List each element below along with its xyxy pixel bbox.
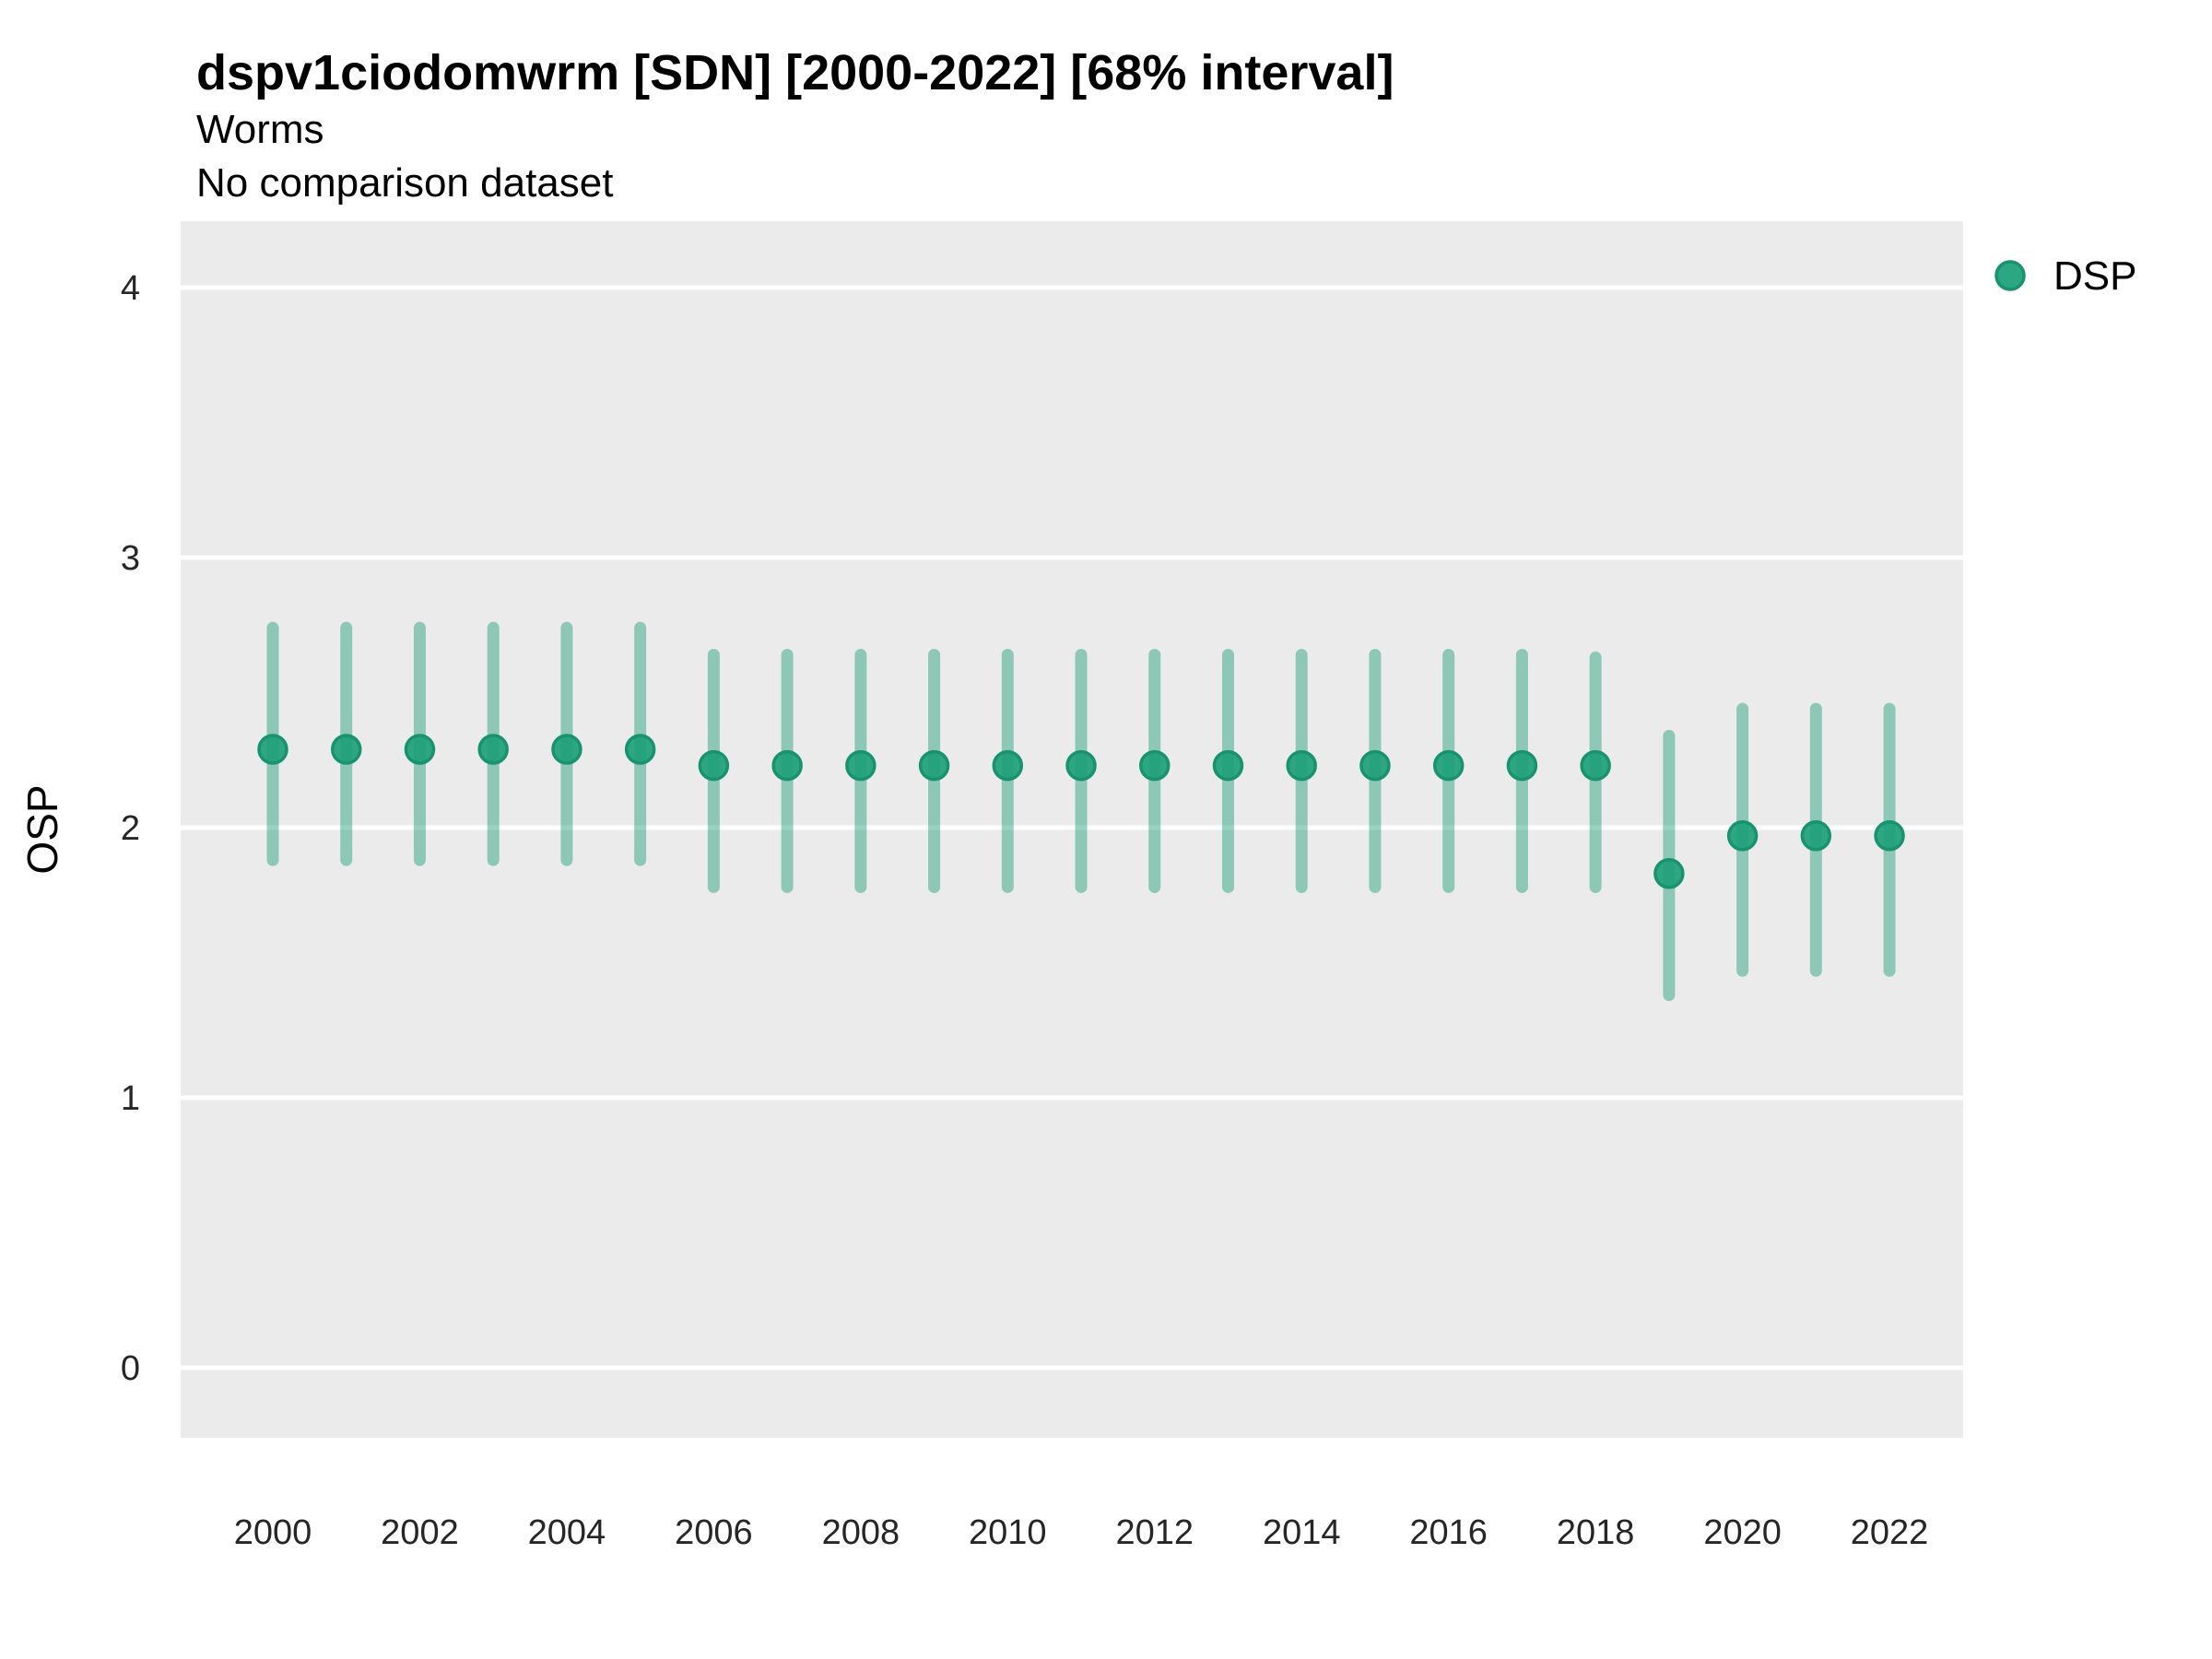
y-tick-1: 1 bbox=[121, 1079, 140, 1118]
points-layer bbox=[257, 734, 1905, 889]
x-tick-2016: 2016 bbox=[1409, 1513, 1488, 1552]
y-axis-tick-labels: 0 1 2 3 4 bbox=[121, 269, 140, 1388]
legend: DSP bbox=[1994, 253, 2136, 299]
data-point-2020 bbox=[1726, 820, 1759, 852]
data-point-2022 bbox=[1874, 820, 1905, 852]
x-tick-2002: 2002 bbox=[381, 1513, 459, 1552]
data-point-2010 bbox=[992, 749, 1024, 782]
y-tick-4: 4 bbox=[121, 269, 140, 308]
data-point-2006 bbox=[698, 749, 730, 782]
y-tick-2: 2 bbox=[121, 809, 140, 848]
data-point-2007 bbox=[771, 749, 803, 782]
data-point-2005 bbox=[624, 734, 656, 765]
y-tick-0: 0 bbox=[121, 1349, 140, 1388]
data-point-2000 bbox=[257, 734, 288, 765]
data-point-2013 bbox=[1212, 749, 1244, 782]
data-point-2001 bbox=[330, 734, 362, 765]
data-point-2021 bbox=[1800, 820, 1832, 852]
data-point-2002 bbox=[404, 734, 436, 765]
chart-title: dspv1ciodomwrm [SDN] [2000-2022] [68% in… bbox=[196, 45, 1394, 100]
x-tick-2018: 2018 bbox=[1557, 1513, 1635, 1552]
data-point-2019 bbox=[1653, 858, 1685, 889]
y-tick-3: 3 bbox=[121, 539, 140, 578]
x-tick-2022: 2022 bbox=[1851, 1513, 1929, 1552]
x-tick-2020: 2020 bbox=[1703, 1513, 1782, 1552]
x-tick-2000: 2000 bbox=[234, 1513, 312, 1552]
gridlines-layer bbox=[181, 285, 1963, 1371]
x-tick-2004: 2004 bbox=[528, 1513, 606, 1552]
legend-point-icon bbox=[1994, 260, 2026, 291]
data-point-2017 bbox=[1506, 749, 1538, 782]
x-tick-2012: 2012 bbox=[1115, 1513, 1194, 1552]
data-point-2014 bbox=[1286, 749, 1317, 782]
x-tick-2014: 2014 bbox=[1263, 1513, 1341, 1552]
data-point-2018 bbox=[1580, 749, 1611, 782]
x-tick-2010: 2010 bbox=[969, 1513, 1047, 1552]
legend-item-label: DSP bbox=[2053, 253, 2136, 299]
x-tick-2006: 2006 bbox=[675, 1513, 753, 1552]
data-point-2011 bbox=[1065, 749, 1097, 782]
data-point-2004 bbox=[551, 734, 582, 765]
data-point-2015 bbox=[1359, 749, 1391, 782]
chart-subtitle: Worms bbox=[196, 107, 324, 152]
x-tick-2008: 2008 bbox=[822, 1513, 900, 1552]
data-point-2008 bbox=[845, 749, 877, 782]
x-axis-tick-labels: 2000 2002 2004 2006 2008 2010 2012 2014 2016 2018… bbox=[234, 1513, 1929, 1552]
y-axis-title: OSP bbox=[18, 784, 66, 874]
data-point-2012 bbox=[1139, 749, 1171, 782]
data-point-2009 bbox=[918, 749, 950, 782]
data-point-2003 bbox=[477, 734, 509, 765]
chart-note: No comparison dataset bbox=[196, 160, 613, 206]
data-point-2016 bbox=[1432, 749, 1465, 782]
